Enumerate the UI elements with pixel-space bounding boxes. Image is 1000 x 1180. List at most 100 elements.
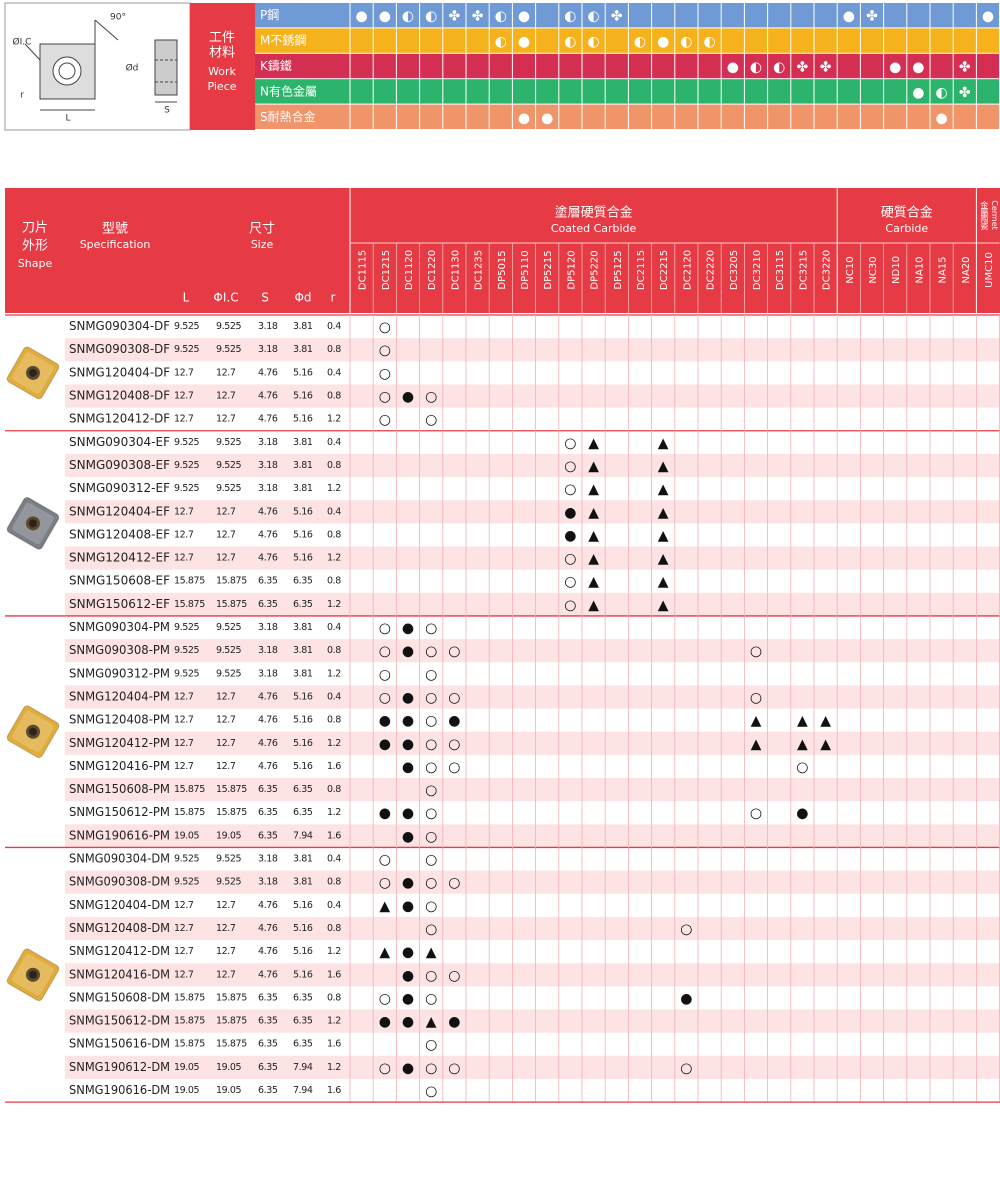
spec: SNMG150608-PM xyxy=(69,782,170,796)
dimension: 12.7 xyxy=(174,946,194,957)
material-symbol: ◐ xyxy=(495,34,507,50)
material-symbol: ● xyxy=(912,60,924,76)
insert-diagram xyxy=(24,19,178,111)
row-shade xyxy=(65,731,1000,755)
header-shape: 外形 xyxy=(22,239,48,254)
grade-name: DC1120 xyxy=(404,250,415,290)
dimension: 12.7 xyxy=(174,900,194,911)
dimension: 1.2 xyxy=(327,738,341,749)
spec: SNMG120404-EF xyxy=(69,504,170,518)
material-symbol: ● xyxy=(541,110,553,126)
dimension: 12.7 xyxy=(174,715,194,726)
material-symbol: ● xyxy=(935,110,947,126)
material-symbol: ◐ xyxy=(425,9,437,25)
grade-name: DC3220 xyxy=(822,250,833,290)
spec: SNMG150608-EF xyxy=(69,574,170,588)
dimension: 9.525 xyxy=(216,668,242,679)
row-shade xyxy=(65,870,1000,894)
dimension: 12.7 xyxy=(216,691,236,702)
work-piece-label-box xyxy=(190,3,255,130)
grade-mark: ○ xyxy=(425,412,437,428)
grade-mark: ▲ xyxy=(820,713,831,729)
dimension: 0.4 xyxy=(327,437,341,448)
dimension: 0.4 xyxy=(327,622,341,633)
header-dim: L xyxy=(183,291,190,305)
dimension: 12.7 xyxy=(174,969,194,980)
grade-name: DC1130 xyxy=(450,250,461,290)
grade-mark: ● xyxy=(402,829,414,845)
dimension: 12.7 xyxy=(216,923,236,934)
dimension: 4.76 xyxy=(258,367,278,378)
grade-name: DC1115 xyxy=(358,250,369,290)
material-symbol: ● xyxy=(518,110,530,126)
dimension: 0.8 xyxy=(327,344,341,355)
dimension: 3.81 xyxy=(293,437,313,448)
spec: SNMG090312-PM xyxy=(69,666,170,680)
grade-group-name: 硬質合金 xyxy=(881,205,933,221)
grade-mark: ● xyxy=(379,713,391,729)
dimension: 0.8 xyxy=(327,877,341,888)
dimension: 6.35 xyxy=(258,784,278,795)
grade-mark: ▲ xyxy=(751,713,762,729)
material-name: P鋼 xyxy=(260,8,279,22)
grade-mark: ○ xyxy=(425,852,437,868)
dimension: 5.16 xyxy=(293,414,313,425)
dimension: 6.35 xyxy=(293,1016,313,1027)
dimension: 3.81 xyxy=(293,645,313,656)
dimension: 12.7 xyxy=(174,414,194,425)
spec: SNMG120412-EF xyxy=(69,551,170,565)
dimension: 5.16 xyxy=(293,391,313,402)
material-symbol: ◐ xyxy=(750,60,762,76)
header-shape: Shape xyxy=(18,257,53,270)
grade-mark: ○ xyxy=(379,320,391,336)
dimension: 12.7 xyxy=(174,529,194,540)
insert-image xyxy=(6,948,60,1002)
dimension: 9.525 xyxy=(174,460,200,471)
grade-name: NA10 xyxy=(914,256,925,283)
dimension: 12.7 xyxy=(216,367,236,378)
material-row xyxy=(255,79,1000,104)
dimension: 0.4 xyxy=(327,900,341,911)
grade-mark: ○ xyxy=(425,991,437,1007)
dimension: 19.05 xyxy=(174,1085,200,1096)
row-shade xyxy=(65,592,1000,616)
grade-name: DP5015 xyxy=(497,250,508,289)
grade-mark: ▲ xyxy=(588,597,599,613)
dimension: 15.875 xyxy=(174,576,205,587)
grade-name: DC3215 xyxy=(798,250,809,290)
grade-mark: ● xyxy=(402,806,414,822)
dimension: 3.18 xyxy=(258,668,278,679)
header-spec: Specification xyxy=(80,238,151,251)
material-symbol: ◐ xyxy=(773,60,785,76)
grade-mark: ○ xyxy=(425,783,437,799)
dimension: 15.875 xyxy=(174,1016,205,1027)
material-symbol: ● xyxy=(889,60,901,76)
grade-mark: ▲ xyxy=(426,945,437,961)
dimension: 0.8 xyxy=(327,460,341,471)
dimension: 9.525 xyxy=(216,854,242,865)
dimension: 12.7 xyxy=(216,553,236,564)
insert-image xyxy=(6,346,60,400)
material-symbol: ● xyxy=(843,9,855,25)
dimension: 12.7 xyxy=(216,414,236,425)
grade-mark: ○ xyxy=(448,736,460,752)
dimension: 3.18 xyxy=(258,854,278,865)
dimension: 12.7 xyxy=(216,946,236,957)
dimension: 19.05 xyxy=(174,1062,200,1073)
grade-mark: ▲ xyxy=(588,551,599,567)
dimension: 4.76 xyxy=(258,414,278,425)
grade-mark: ○ xyxy=(448,968,460,984)
dimension: 7.94 xyxy=(293,1062,313,1073)
material-name: M不銹鋼 xyxy=(260,34,306,48)
dimension: 3.81 xyxy=(293,854,313,865)
dimension: 0.8 xyxy=(327,784,341,795)
row-shade xyxy=(65,384,1000,408)
dimension: 3.18 xyxy=(258,344,278,355)
dimension: 9.525 xyxy=(174,668,200,679)
dimension: 6.35 xyxy=(293,992,313,1003)
grade-mark: ○ xyxy=(425,1060,437,1076)
header-dim: ΦI.C xyxy=(213,291,238,305)
dimension: 15.875 xyxy=(174,599,205,610)
spec: SNMG120416-PM xyxy=(69,759,170,773)
dimension: 6.35 xyxy=(258,807,278,818)
